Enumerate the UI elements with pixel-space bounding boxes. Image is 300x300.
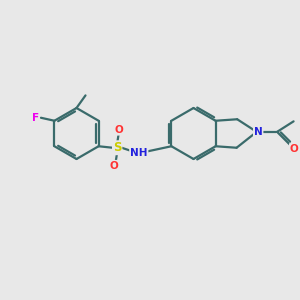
Text: NH: NH (130, 148, 148, 158)
Text: S: S (113, 141, 122, 154)
Text: O: O (110, 161, 118, 171)
Text: O: O (114, 125, 123, 135)
Text: O: O (290, 144, 298, 154)
Text: F: F (32, 113, 39, 123)
Text: N: N (254, 127, 262, 137)
